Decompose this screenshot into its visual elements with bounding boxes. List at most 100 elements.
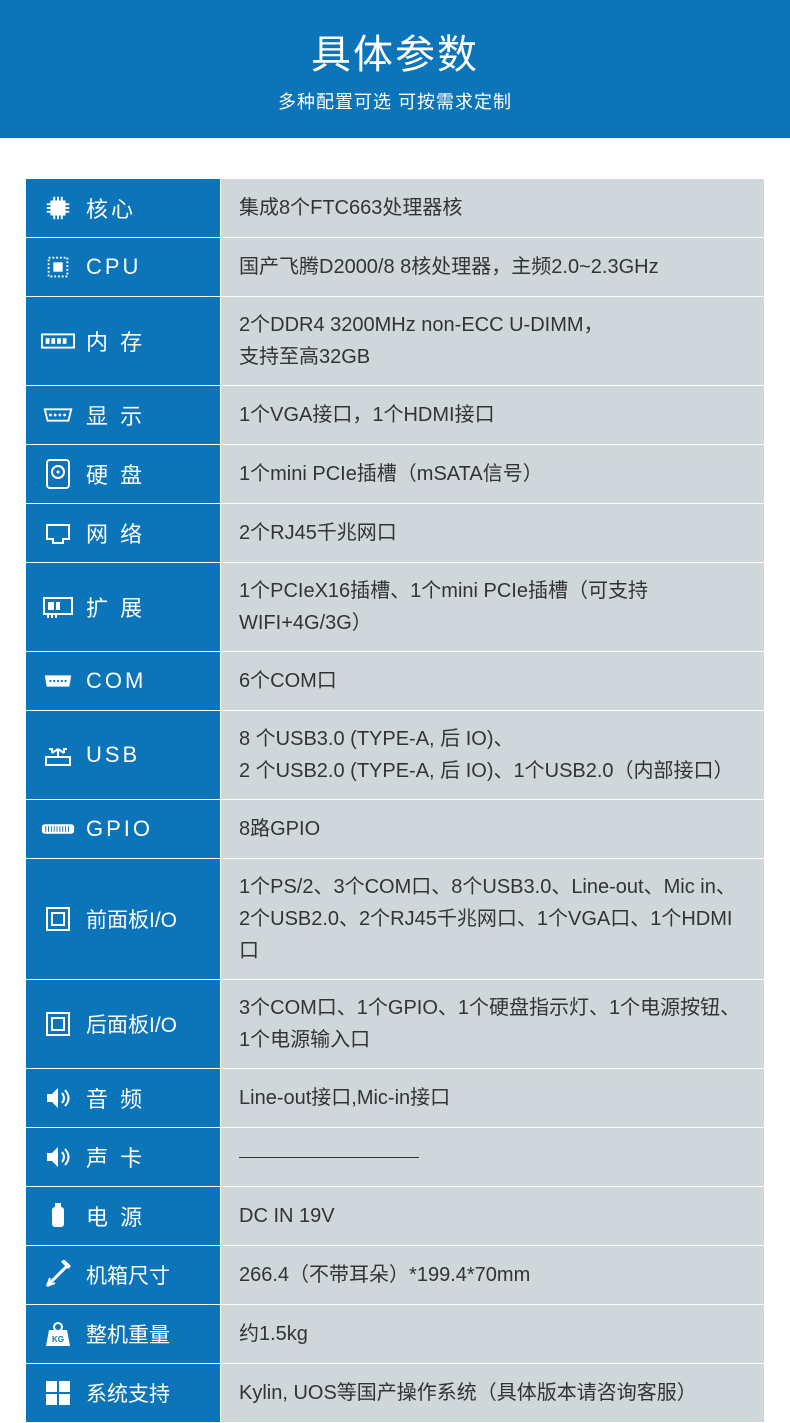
spec-value-text: 8 个USB3.0 (TYPE-A, 后 IO)、 2 个USB2.0 (TYP…	[239, 723, 734, 787]
spec-row: 机箱尺寸 266.4（不带耳朵）*199.4*70mm	[26, 1246, 764, 1305]
spec-value-cell: 集成8个FTC663处理器核	[221, 179, 764, 237]
power-icon	[40, 1198, 76, 1234]
spec-row: 前面板I/O 1个PS/2、3个COM口、8个USB3.0、Line-out、Mi…	[26, 859, 764, 980]
spec-value-cell: 1个PCIeX16插槽、1个mini PCIe插槽（可支持WIFI+4G/3G）	[221, 563, 764, 651]
spec-label-cell: CPU	[26, 238, 221, 296]
spec-table: 核心 集成8个FTC663处理器核 CPU 国产飞腾D2000/8 8核处理器，主频2…	[25, 178, 765, 1423]
spec-value-text: 2个DDR4 3200MHz non-ECC U-DIMM， 支持至高32GB	[239, 309, 604, 373]
spec-row: 显 示 1个VGA接口，1个HDMI接口	[26, 386, 764, 445]
spec-value-text: DC IN 19V	[239, 1200, 335, 1232]
spec-label-cell: 后面板I/O	[26, 980, 221, 1068]
spec-value-text: 3个COM口、1个GPIO、1个硬盘指示灯、1个电源按钮、 1个电源输入口	[239, 992, 740, 1056]
spec-label-cell: USB	[26, 711, 221, 799]
spec-label-text: COM	[86, 668, 146, 694]
spec-label-text: 系统支持	[86, 1378, 170, 1408]
spec-value-cell: 2个RJ45千兆网口	[221, 504, 764, 562]
spec-row: 音 频 Line-out接口,Mic-in接口	[26, 1069, 764, 1128]
spec-label-text: 整机重量	[86, 1319, 170, 1349]
spec-row: KG 整机重量 约1.5kg	[26, 1305, 764, 1364]
spec-value-text: 1个PCIeX16插槽、1个mini PCIe插槽（可支持WIFI+4G/3G）	[239, 575, 746, 639]
spec-label-text: GPIO	[86, 816, 153, 842]
spec-label-cell: 电 源	[26, 1187, 221, 1245]
spec-value-cell: 2个DDR4 3200MHz non-ECC U-DIMM， 支持至高32GB	[221, 297, 764, 385]
spec-label-cell: 声 卡	[26, 1128, 221, 1186]
spec-row: 扩 展 1个PCIeX16插槽、1个mini PCIe插槽（可支持WIFI+4G/…	[26, 563, 764, 652]
spec-row: 后面板I/O 3个COM口、1个GPIO、1个硬盘指示灯、1个电源按钮、 1个电源…	[26, 980, 764, 1069]
spec-row: GPIO 8路GPIO	[26, 800, 764, 859]
spec-label-cell: 机箱尺寸	[26, 1246, 221, 1304]
spec-value-text: Line-out接口,Mic-in接口	[239, 1082, 450, 1114]
spec-row: 内 存 2个DDR4 3200MHz non-ECC U-DIMM， 支持至高32…	[26, 297, 764, 386]
spec-value-cell: 1个VGA接口，1个HDMI接口	[221, 386, 764, 444]
weight-icon: KG	[40, 1316, 76, 1352]
spec-value-cell: 国产飞腾D2000/8 8核处理器，主频2.0~2.3GHz	[221, 238, 764, 296]
spec-row: USB 8 个USB3.0 (TYPE-A, 后 IO)、 2 个USB2.0 (…	[26, 711, 764, 800]
spec-label-cell: 核心	[26, 179, 221, 237]
chip-icon	[40, 190, 76, 226]
expansion-icon	[40, 589, 76, 625]
spec-label-cell: COM	[26, 652, 221, 710]
spec-row: 硬 盘 1个mini PCIe插槽（mSATA信号）	[26, 445, 764, 504]
empty-dash	[239, 1157, 419, 1158]
spec-label-text: 前面板I/O	[86, 904, 177, 934]
ram-icon	[40, 323, 76, 359]
spec-value-cell: 约1.5kg	[221, 1305, 764, 1363]
spec-row: COM 6个COM口	[26, 652, 764, 711]
spec-label-text: 后面板I/O	[86, 1009, 177, 1039]
spec-value-cell: 8 个USB3.0 (TYPE-A, 后 IO)、 2 个USB2.0 (TYP…	[221, 711, 764, 799]
vga-icon	[40, 397, 76, 433]
hdd-icon	[40, 456, 76, 492]
gpio-icon	[40, 811, 76, 847]
spec-label-cell: GPIO	[26, 800, 221, 858]
spec-row: CPU 国产飞腾D2000/8 8核处理器，主频2.0~2.3GHz	[26, 238, 764, 297]
spec-row: 电 源 DC IN 19V	[26, 1187, 764, 1246]
spec-label-cell: KG 整机重量	[26, 1305, 221, 1363]
spec-value-cell: 8路GPIO	[221, 800, 764, 858]
spec-label-cell: 扩 展	[26, 563, 221, 651]
spec-label-text: 内 存	[86, 325, 145, 357]
spec-label-cell: 显 示	[26, 386, 221, 444]
spec-label-text: 机箱尺寸	[86, 1260, 170, 1290]
spec-label-cell: 前面板I/O	[26, 859, 221, 979]
header: 具体参数 多种配置可选 可按需求定制	[0, 0, 790, 138]
cpu-icon	[40, 249, 76, 285]
spec-value-text: Kylin, UOS等国产操作系统（具体版本请咨询客服）	[239, 1377, 697, 1409]
os-icon	[40, 1375, 76, 1411]
lan-icon	[40, 515, 76, 551]
spec-value-cell	[221, 1128, 764, 1186]
spec-label-text: 扩 展	[86, 591, 145, 623]
spec-label-cell: 音 频	[26, 1069, 221, 1127]
spec-label-cell: 网 络	[26, 504, 221, 562]
spec-value-text: 1个VGA接口，1个HDMI接口	[239, 399, 495, 431]
spec-label-cell: 硬 盘	[26, 445, 221, 503]
spec-row: 声 卡	[26, 1128, 764, 1187]
spec-value-text: 6个COM口	[239, 665, 337, 697]
com-icon	[40, 663, 76, 699]
spec-row: 系统支持 Kylin, UOS等国产操作系统（具体版本请咨询客服）	[26, 1364, 764, 1422]
spec-label-text: 声 卡	[86, 1141, 145, 1173]
spec-value-text: 266.4（不带耳朵）*199.4*70mm	[239, 1259, 530, 1291]
spec-row: 网 络 2个RJ45千兆网口	[26, 504, 764, 563]
front-io-icon	[40, 901, 76, 937]
svg-text:KG: KG	[52, 1335, 64, 1344]
audio-icon	[40, 1080, 76, 1116]
spec-value-cell: 6个COM口	[221, 652, 764, 710]
spec-label-cell: 系统支持	[26, 1364, 221, 1422]
spec-value-cell: Kylin, UOS等国产操作系统（具体版本请咨询客服）	[221, 1364, 764, 1422]
sound-icon	[40, 1139, 76, 1175]
spec-label-text: 电 源	[86, 1200, 145, 1232]
spec-label-text: 音 频	[86, 1082, 145, 1114]
spec-value-cell: Line-out接口,Mic-in接口	[221, 1069, 764, 1127]
spec-value-text: 约1.5kg	[239, 1318, 308, 1350]
spec-value-text: 2个RJ45千兆网口	[239, 517, 397, 549]
spec-value-text: 1个PS/2、3个COM口、8个USB3.0、Line-out、Mic in、 …	[239, 871, 746, 967]
spec-value-cell: 1个PS/2、3个COM口、8个USB3.0、Line-out、Mic in、 …	[221, 859, 764, 979]
spec-value-text: 集成8个FTC663处理器核	[239, 192, 462, 224]
spec-label-text: CPU	[86, 254, 141, 280]
spec-label-text: 核心	[86, 192, 136, 224]
spec-value-text: 1个mini PCIe插槽（mSATA信号）	[239, 458, 543, 490]
usb-icon	[40, 737, 76, 773]
spec-value-cell: DC IN 19V	[221, 1187, 764, 1245]
page-subtitle: 多种配置可选 可按需求定制	[0, 88, 790, 114]
spec-label-text: 网 络	[86, 517, 145, 549]
